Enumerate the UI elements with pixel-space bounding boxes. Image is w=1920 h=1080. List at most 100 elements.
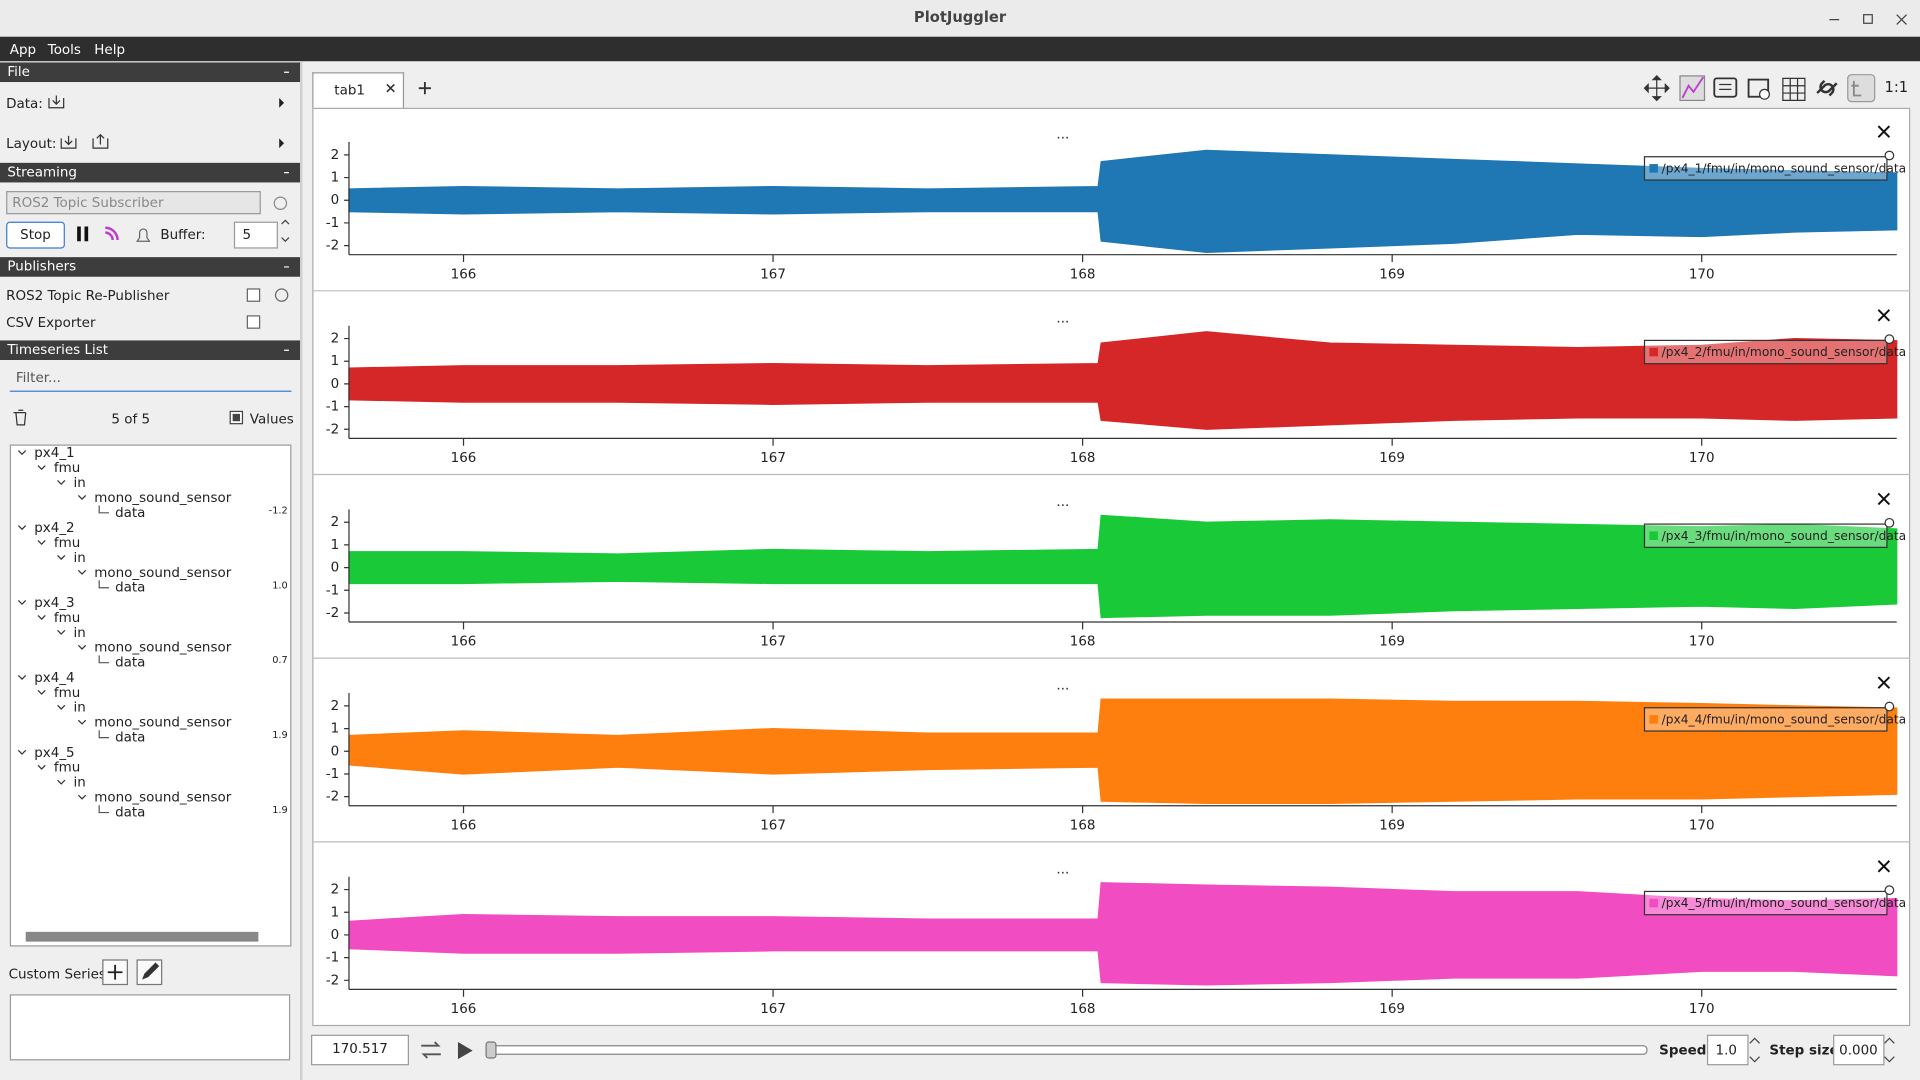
section-header[interactable]: File [0,62,300,83]
legend-label[interactable]: /px4_3/fmu/in/mono_sound_sensor/data [1662,529,1907,543]
expand-arrow [57,554,66,560]
time-slider[interactable] [486,1045,1648,1055]
window-controls[interactable] [1818,10,1916,30]
splitter[interactable] [300,61,303,1080]
pause-icon[interactable] [77,226,89,242]
legend-handle[interactable] [1884,334,1895,345]
tree-value: -1.2 [269,505,288,516]
scrollbar[interactable] [25,931,259,942]
import-icon[interactable] [60,135,77,149]
time-offset-icon[interactable] [1851,80,1862,97]
tree-node[interactable]: px4_3 [34,596,74,611]
buffer-input[interactable]: 5 [233,221,278,249]
filter-underline [9,390,292,392]
values-label: Values [249,411,294,428]
time-input[interactable]: 170.517 [311,1034,409,1066]
legend-swatch [1649,715,1658,724]
bell-icon[interactable] [135,228,151,242]
close-plot[interactable] [1877,492,1891,506]
close-tab[interactable] [386,83,395,93]
x-tick-label: 169 [1379,635,1405,650]
legend-label[interactable]: /px4_1/fmu/in/mono_sound_sensor/data [1662,161,1907,175]
spin-arrows[interactable] [1749,1037,1895,1063]
legend-handle[interactable] [1884,517,1895,528]
expand-arrow [57,779,66,785]
close-plot[interactable] [1877,309,1891,322]
legend-icon[interactable] [1713,77,1738,98]
x-tick-label: 169 [1379,451,1405,466]
calendar-icon[interactable] [1747,78,1770,98]
legend-handle[interactable] [1884,885,1895,896]
tab[interactable] [312,72,405,109]
settings-icon[interactable] [273,196,288,211]
add-button[interactable] [102,959,128,986]
zoom-ratio[interactable]: 1:1 [1884,78,1909,96]
tree-branch [98,805,109,814]
tree-node: in [73,476,85,491]
legend-label[interactable]: /px4_5/fmu/in/mono_sound_sensor/data [1662,896,1907,910]
tab-label[interactable]: tab1 [334,82,365,98]
zoom-icon[interactable] [1681,76,1705,99]
menu-item[interactable]: Help [94,41,125,58]
y-tick-label: -2 [326,239,339,254]
x-tick-label: 167 [760,818,786,833]
section-header[interactable]: Streaming [0,162,300,183]
tree-node[interactable]: px4_1 [34,446,74,461]
add-tab[interactable] [418,82,432,95]
step-input[interactable]: 0.000 [1833,1034,1885,1066]
filter-input[interactable]: Filter... [15,369,61,386]
tree-node: fmu [54,761,80,776]
expand-arrow [37,614,46,620]
move-icon[interactable] [1643,75,1670,102]
tree-node[interactable]: px4_5 [34,746,74,761]
custom-series-list[interactable] [9,994,291,1061]
settings-icon[interactable] [274,288,289,302]
y-tick-label: -1 [326,400,339,415]
import-icon[interactable] [48,95,65,109]
tree-node: mono_sound_sensor [94,791,231,806]
y-tick-label: 1 [331,171,340,186]
tree-node: in [73,701,85,716]
tree-node[interactable]: px4_4 [34,671,74,686]
link-icon[interactable] [1816,79,1838,97]
speed-input[interactable]: 1.0 [1706,1034,1749,1066]
slider-handle[interactable] [485,1041,497,1059]
legend-handle[interactable] [1884,150,1895,161]
menu-item[interactable]: Tools [47,41,81,58]
tree-node[interactable]: px4_2 [34,521,74,536]
loop-button[interactable] [421,1041,441,1059]
stream-icon[interactable] [105,226,119,241]
stop-button[interactable]: Stop [6,221,65,249]
section-header[interactable]: Timeseries List [0,340,300,360]
spin-arrows[interactable] [281,219,290,243]
checkbox[interactable] [246,288,261,302]
section-header[interactable]: Publishers [0,257,300,277]
legend-handle[interactable] [1884,701,1895,712]
expand-arrow [17,450,27,456]
expand-arrow[interactable] [279,138,285,149]
grid-icon[interactable] [1782,77,1806,102]
menu-item[interactable]: App [9,41,37,58]
tree-view[interactable]: px4_1 fmu in mono_sound_sensor data -1.2 px4_2… [9,444,292,947]
plot-title: ... [1056,495,1069,510]
source-dropdown[interactable]: ROS2 Topic Subscriber [6,191,261,215]
close-plot[interactable] [1877,860,1891,873]
close-plot[interactable] [1877,125,1891,138]
plots: ... -2 -1 0 1 2 166 167 168 169 170/px4_1/fmu/in/m… [312,125,1911,1017]
y-tick-label: 2 [331,515,340,530]
delete-icon[interactable] [13,409,27,426]
expand-arrow [37,764,46,770]
legend-label[interactable]: /px4_2/fmu/in/mono_sound_sensor/data [1662,345,1907,359]
x-tick-label: 166 [451,635,477,650]
menu-bar [0,36,1920,62]
expand-arrow [57,629,66,635]
checkbox[interactable] [246,315,261,329]
play-button[interactable] [457,1042,473,1060]
export-icon[interactable] [92,133,109,149]
close-plot[interactable] [1877,676,1891,689]
x-tick-label: 170 [1689,818,1715,833]
expand-arrow[interactable] [279,97,285,108]
legend-label[interactable]: /px4_4/fmu/in/mono_sound_sensor/data [1662,713,1907,727]
y-tick-label: -1 [326,951,339,966]
x-tick-label: 166 [451,267,477,282]
